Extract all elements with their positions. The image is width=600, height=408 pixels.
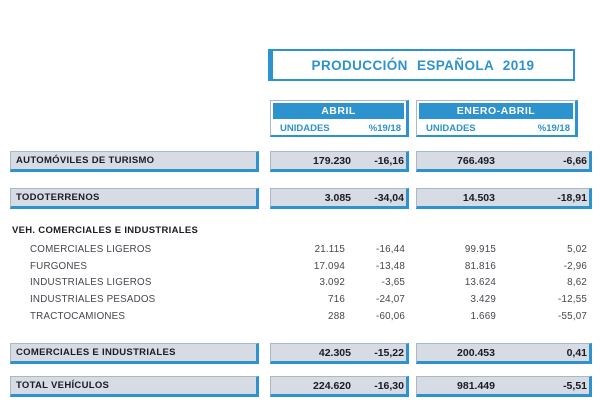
value-unidades: 99.915: [464, 244, 496, 255]
column-header-pct: %19/18: [537, 122, 570, 134]
row-label: TRACTOCAMIONES: [30, 311, 126, 322]
value-unidades: 716: [328, 294, 345, 305]
row-label: TODOTERRENOS: [16, 192, 100, 203]
column-group-abril-label: ABRIL: [273, 103, 404, 119]
value-unidades: 13.624: [464, 277, 496, 288]
row-values-abril: 179.230 -16,16: [270, 151, 409, 172]
value-pct: -55,07: [558, 311, 587, 322]
value-pct: -16,16: [374, 154, 404, 167]
row-values-enero-abril: 981.449 -5,51: [416, 376, 592, 397]
value-unidades: 42.305: [318, 346, 351, 359]
value-unidades: 981.449: [457, 379, 495, 392]
value-pct: 5,02: [567, 244, 587, 255]
row-values-enero-abril: 766.493 -6,66: [416, 151, 592, 172]
value-unidades: 3.085: [324, 191, 351, 204]
row-values-enero-abril: 200.453 0,41: [416, 343, 592, 364]
value-pct: -34,04: [374, 191, 404, 204]
column-header-unidades: UNIDADES: [280, 122, 330, 134]
title-box: PRODUCCIÓN ESPAÑOLA 2019: [268, 49, 575, 81]
column-header-pct: %19/18: [368, 122, 401, 134]
value-pct: -16,44: [376, 244, 405, 255]
value-pct: -2,96: [563, 261, 587, 272]
value-pct: 0,41: [566, 346, 587, 359]
value-unidades: 179.230: [313, 154, 351, 167]
value-pct: -24,07: [376, 294, 405, 305]
value-pct: -18,91: [557, 191, 587, 204]
row-label-box: AUTOMÓVILES DE TURISMO: [10, 151, 259, 172]
value-pct: -5,51: [563, 379, 587, 392]
page-title: PRODUCCIÓN ESPAÑOLA 2019: [311, 57, 535, 73]
row-label: COMERCIALES LIGEROS: [30, 244, 152, 255]
value-unidades: 3.092: [319, 277, 345, 288]
value-pct: -12,55: [558, 294, 587, 305]
row-label-box: COMERCIALES E INDUSTRIALES: [10, 343, 259, 364]
row-label: INDUSTRIALES LIGEROS: [30, 277, 152, 288]
row-values-abril: 3.085 -34,04: [270, 188, 409, 209]
value-pct: -15,22: [374, 346, 404, 359]
row-label: FURGONES: [30, 261, 88, 272]
row-label-box: TOTAL VEHÍCULOS: [10, 376, 259, 397]
column-group-enero-abril: ENERO-ABRIL UNIDADES %19/18: [416, 100, 578, 137]
column-group-abril: ABRIL UNIDADES %19/18: [270, 100, 409, 137]
row-values-abril: 224.620 -16,30: [270, 376, 409, 397]
value-unidades: 200.453: [457, 346, 495, 359]
value-unidades: 21.115: [314, 244, 345, 255]
row-values-abril: 42.305 -15,22: [270, 343, 409, 364]
value-pct: -13,48: [376, 261, 405, 272]
row-label-box: TODOTERRENOS: [10, 188, 259, 209]
row-label: AUTOMÓVILES DE TURISMO: [16, 155, 155, 166]
value-pct: -6,66: [563, 154, 587, 167]
value-pct: -16,30: [374, 379, 404, 392]
value-pct: -3,65: [381, 277, 405, 288]
column-header-unidades: UNIDADES: [426, 122, 476, 134]
value-unidades: 3.429: [470, 294, 496, 305]
row-label: TOTAL VEHÍCULOS: [16, 380, 110, 391]
row-label: INDUSTRIALES PESADOS: [30, 294, 156, 305]
column-group-enero-abril-subheaders: UNIDADES %19/18: [417, 119, 575, 136]
column-group-enero-abril-label: ENERO-ABRIL: [419, 103, 573, 119]
column-group-abril-subheaders: UNIDADES %19/18: [271, 119, 406, 136]
value-unidades: 14.503: [462, 191, 495, 204]
value-pct: -60,06: [376, 311, 405, 322]
row-label: COMERCIALES E INDUSTRIALES: [16, 347, 176, 358]
value-unidades: 224.620: [313, 379, 351, 392]
value-unidades: 766.493: [457, 154, 495, 167]
value-pct: 8,62: [567, 277, 587, 288]
value-unidades: 81.816: [464, 261, 496, 272]
value-unidades: 17.094: [313, 261, 345, 272]
row-values-enero-abril: 14.503 -18,91: [416, 188, 592, 209]
value-unidades: 1.669: [470, 311, 496, 322]
section-header: VEH. COMERCIALES E INDUSTRIALES: [12, 225, 199, 236]
value-unidades: 288: [328, 311, 345, 322]
